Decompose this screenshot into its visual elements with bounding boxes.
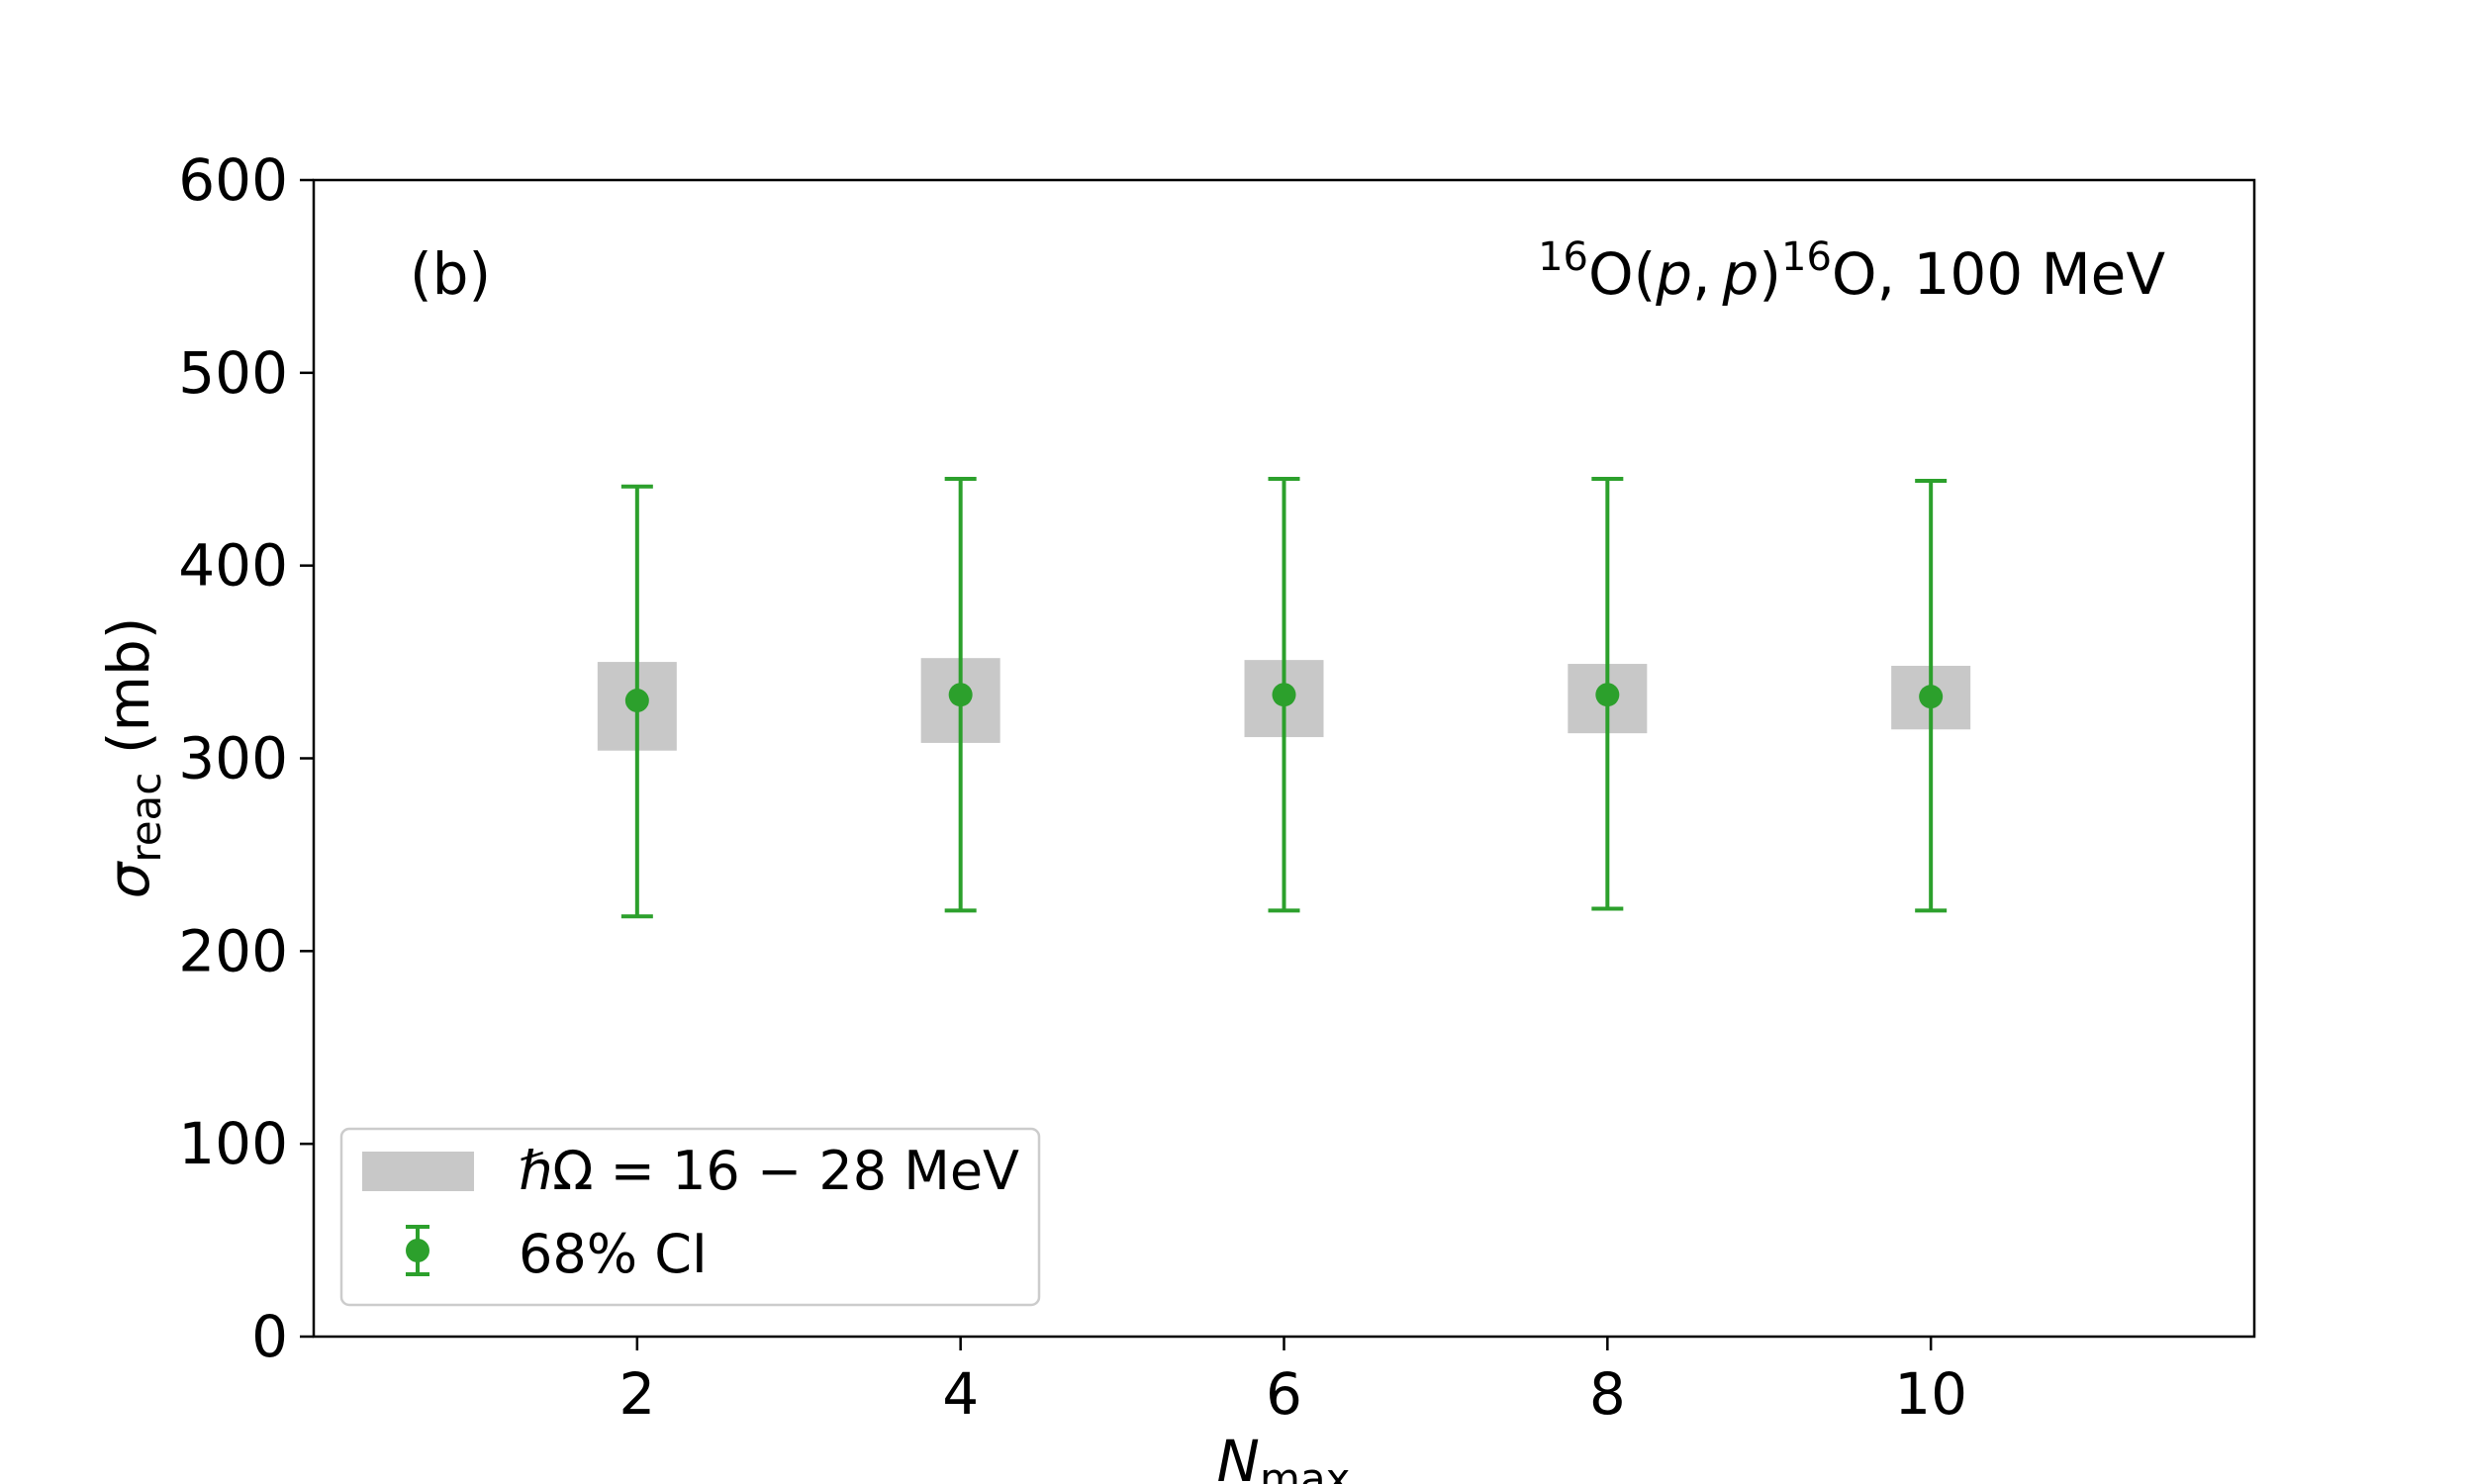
x-axis: 2 4 6 8 10 — [618, 1337, 1967, 1428]
legend-band-swatch — [362, 1152, 474, 1191]
y-axis-label: σreac (mb) — [95, 617, 170, 899]
x-axis-label: Nmax — [1217, 1428, 1351, 1484]
panel-label: (b) — [410, 240, 491, 308]
ejectile: p — [1722, 240, 1760, 308]
data-point — [948, 683, 973, 707]
y-tick-label: 500 — [178, 339, 288, 407]
x-tick-label: 8 — [1589, 1360, 1626, 1428]
x-tick-label: 2 — [618, 1360, 655, 1428]
element: O — [1588, 240, 1634, 308]
x-tick-label: 6 — [1266, 1360, 1302, 1428]
y-axis: 0 100 200 300 400 500 600 — [178, 146, 314, 1370]
data-point — [624, 689, 649, 713]
legend-band-label: ℏΩ = 16 − 28 MeV — [519, 1140, 1019, 1202]
y-tick-label: 0 — [251, 1303, 288, 1370]
x-tick-label: 4 — [942, 1360, 979, 1428]
data-point — [1919, 685, 1944, 709]
legend: ℏΩ = 16 − 28 MeV 68% CI — [339, 1127, 1041, 1307]
y-tick-label: 400 — [178, 532, 288, 600]
element-final: O — [1832, 240, 1877, 308]
legend-points-label: 68% CI — [519, 1223, 708, 1285]
mass-number-final: 16 — [1781, 234, 1832, 280]
reaction-title: 16O(p, p)16O, 100 MeV — [1538, 234, 2165, 308]
legend-box — [339, 1127, 1041, 1307]
y-tick-label: 100 — [178, 1110, 288, 1177]
mass-number: 16 — [1538, 234, 1588, 280]
y-tick-label: 300 — [178, 725, 288, 792]
x-tick-label: 10 — [1894, 1360, 1967, 1428]
data-point — [1595, 683, 1620, 707]
legend-point-swatch — [406, 1225, 429, 1276]
y-tick-label: 600 — [178, 146, 288, 214]
data-points — [624, 683, 1944, 713]
y-tick-label: 200 — [178, 917, 288, 984]
data-point — [1272, 683, 1296, 707]
energy: , 100 MeV — [1877, 240, 2166, 308]
projectile: p — [1655, 240, 1692, 308]
